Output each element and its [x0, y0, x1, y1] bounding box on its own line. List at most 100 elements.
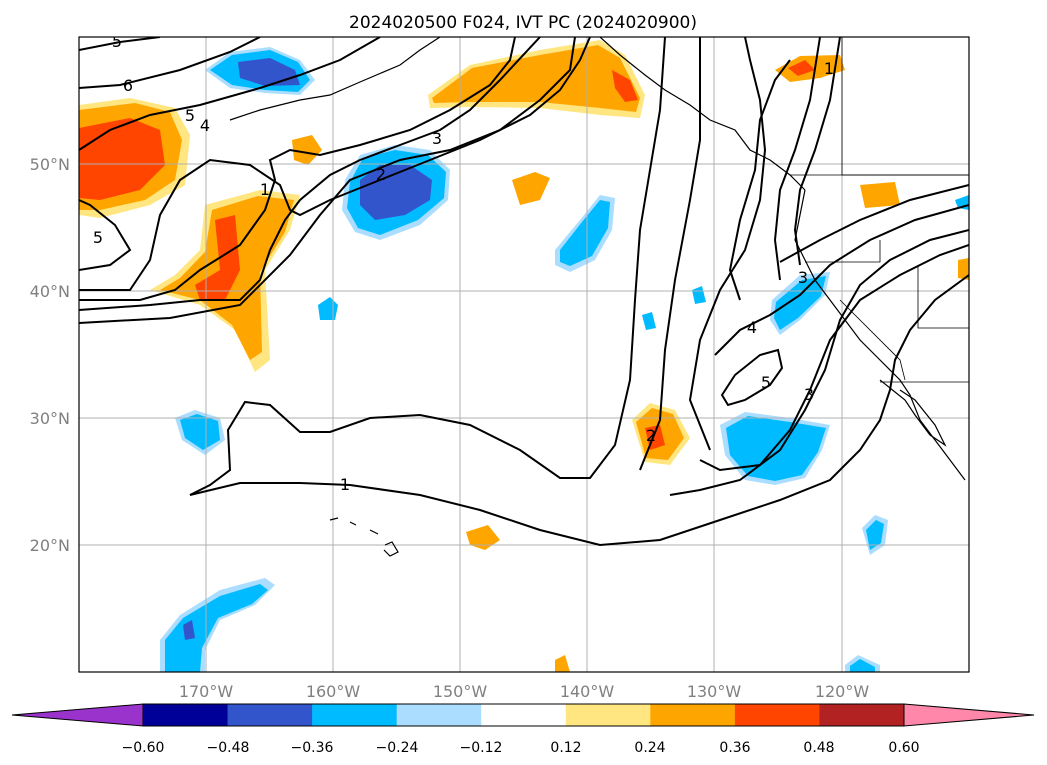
baja-california — [879, 379, 947, 447]
contour-line — [699, 244, 969, 472]
alaska-coast — [229, 37, 441, 121]
negative-anomaly-region — [642, 312, 656, 330]
contour-label: 1 — [340, 475, 350, 494]
contour-label: 3 — [432, 129, 442, 148]
colorbar-tick-label: −0.36 — [291, 740, 334, 756]
contour-label: 4 — [200, 116, 210, 135]
colorbar-cell — [312, 704, 398, 726]
positive-anomaly-region — [555, 655, 570, 672]
hawaii-islands — [329, 517, 399, 557]
contour-label: 2 — [376, 165, 386, 184]
latitude-ticks: 50°N 40°N 30°N 20°N — [30, 155, 70, 555]
lon-tick-label: 160°W — [306, 682, 361, 701]
colorbar-tick-label: 0.48 — [803, 740, 834, 756]
positive-anomaly-region — [788, 60, 815, 76]
contour-line — [728, 59, 791, 301]
lat-tick-label: 40°N — [30, 282, 70, 301]
map-frame — [78, 36, 970, 673]
lon-tick-label: 170°W — [179, 682, 234, 701]
longitude-ticks: 170°W 160°W 150°W 140°W 130°W 120°W — [179, 682, 870, 701]
colorbar-cells — [12, 704, 1034, 726]
colorbar-cell — [227, 704, 313, 726]
colorbar: −0.60 −0.48 −0.36 −0.24 −0.12 0.12 0.24 … — [11, 703, 1035, 756]
contour-label: 5 — [93, 228, 103, 247]
contour-line — [79, 37, 381, 151]
contour-label: 5 — [112, 32, 122, 51]
colorbar-tick-label: 0.24 — [634, 740, 665, 756]
contour-line — [669, 229, 969, 496]
colorbar-cell — [650, 704, 736, 726]
contour-label: 5 — [185, 106, 195, 125]
lon-tick-label: 120°W — [815, 682, 870, 701]
contour-line — [779, 184, 969, 263]
contour-line — [773, 37, 821, 281]
contour-line — [639, 37, 701, 471]
contour-line — [79, 37, 516, 301]
contour-line — [720, 348, 784, 407]
contour-labels: 5 6 5 4 3 2 1 5 1 2 3 4 5 3 1 — [93, 32, 834, 494]
colorbar-tick-label: −0.60 — [122, 740, 165, 756]
contour-line — [79, 199, 132, 271]
positive-anomaly-region — [958, 258, 969, 280]
colorbar-cell — [396, 704, 482, 726]
colorbar-cell — [565, 704, 651, 726]
map-title: 2024020500 F024, IVT PC (2024020900) — [349, 13, 697, 33]
colorbar-cell — [481, 704, 567, 726]
contour-line — [189, 274, 969, 547]
state-border — [839, 299, 906, 381]
negative-anomaly-region — [726, 416, 826, 481]
contour-line — [79, 37, 261, 89]
contour-line — [79, 37, 576, 324]
contour-label: 1 — [824, 59, 834, 78]
colorbar-cell — [734, 704, 820, 726]
positive-anomaly-region — [466, 525, 500, 550]
colorbar-cell — [819, 704, 905, 726]
alaska-panhandle-coast — [599, 37, 806, 191]
positive-anomaly-region — [612, 70, 638, 102]
map-background — [79, 37, 969, 672]
positive-anomaly-region — [79, 118, 165, 200]
colorbar-tick-label: −0.48 — [207, 740, 250, 756]
colorbar-frame-right — [903, 703, 1035, 727]
colorbar-extend-low — [12, 704, 143, 726]
lon-tick-label: 150°W — [433, 682, 488, 701]
lat-tick-label: 50°N — [30, 155, 70, 174]
positive-anomaly-region — [860, 182, 900, 208]
contour-line — [793, 37, 841, 266]
lat-tick-label: 20°N — [30, 536, 70, 555]
negative-anomaly-region — [360, 165, 432, 220]
contour-line — [714, 204, 969, 356]
lat-tick-label: 30°N — [30, 409, 70, 428]
colorbar-ticks: −0.60 −0.48 −0.36 −0.24 −0.12 0.12 0.24 … — [122, 740, 920, 756]
negative-anomaly-region — [866, 520, 884, 550]
colorbar-extend-high — [904, 704, 1034, 726]
contour-line — [688, 37, 767, 451]
shaded-anomalies — [79, 40, 969, 672]
negative-anomaly-region — [165, 584, 268, 672]
contour-label: 6 — [123, 76, 133, 95]
colorbar-tick-label: 0.12 — [550, 740, 581, 756]
colorbar-tick-label: −0.24 — [376, 740, 419, 756]
contour-label: 3 — [804, 385, 814, 404]
negative-anomaly-region — [560, 200, 610, 266]
negative-anomaly-region — [183, 620, 195, 640]
colorbar-tick-label: 0.36 — [719, 740, 750, 756]
colorbar-tick-label: 0.60 — [888, 740, 919, 756]
state-border — [917, 265, 969, 329]
contour-lines — [79, 37, 969, 547]
negative-anomaly-region — [850, 659, 875, 672]
contour-label: 5 — [761, 373, 771, 392]
colorbar-tick-label: −0.12 — [460, 740, 503, 756]
contour-label: 1 — [260, 180, 270, 199]
contour-line — [79, 37, 591, 291]
negative-anomaly-region — [180, 414, 220, 450]
positive-anomaly-region — [292, 135, 322, 165]
contour-label: 2 — [646, 426, 656, 445]
lon-tick-label: 140°W — [560, 682, 615, 701]
lon-tick-label: 130°W — [687, 682, 742, 701]
colorbar-cell — [143, 704, 229, 726]
state-border — [805, 240, 881, 263]
negative-anomaly-region — [774, 276, 826, 330]
contour-label: 4 — [747, 318, 757, 337]
